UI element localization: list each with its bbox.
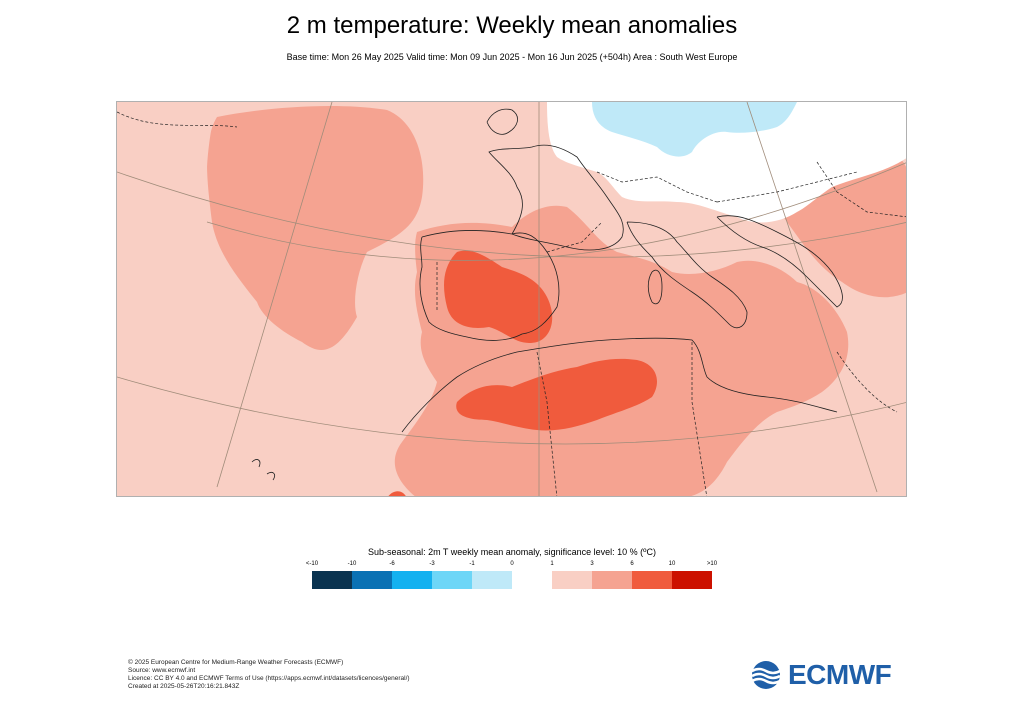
- ecmwf-logo-text: ECMWF: [788, 659, 892, 690]
- legend-label: >10: [706, 561, 718, 567]
- legend-label: <-10: [305, 561, 319, 567]
- legend-color-swatch: [672, 571, 712, 589]
- legend-label: 6: [630, 561, 634, 567]
- legend-color-bar: [312, 571, 712, 589]
- legend-color-swatch: [312, 571, 352, 589]
- footer-credits: © 2025 European Centre for Medium-Range …: [128, 659, 410, 691]
- ecmwf-logo-icon: [751, 661, 781, 689]
- light-region-atlantic-west: [117, 102, 286, 496]
- map-subtitle: Base time: Mon 26 May 2025 Valid time: M…: [286, 52, 738, 62]
- legend-color-swatch: [632, 571, 672, 589]
- legend-color-swatch: [392, 571, 432, 589]
- country-borders: [117, 111, 906, 496]
- legend-color-swatch: [472, 571, 512, 589]
- warm-region-atlantic: [207, 106, 424, 350]
- legend-color-swatch: [352, 571, 392, 589]
- legend-tick-labels: <-10 -10 -6 -3 -1 0 1 3 6 10 >10: [306, 561, 717, 571]
- legend-title: Sub-seasonal: 2m T weekly mean anomaly, …: [368, 547, 656, 557]
- coastlines: [251, 108, 843, 481]
- legend-color-swatch: [512, 571, 552, 589]
- legend-label: 0: [510, 561, 514, 567]
- legend-label: 3: [590, 561, 594, 567]
- footer-created: Created at 2025-05-26T20:16:21.843Z: [128, 683, 240, 690]
- hot-region-canary: [388, 491, 406, 496]
- legend-label: -1: [469, 561, 475, 567]
- legend-label: -3: [429, 561, 435, 567]
- legend-label: 10: [668, 561, 676, 567]
- hot-region-iberia: [444, 250, 553, 344]
- cool-region-central-europe: [592, 102, 797, 157]
- ecmwf-logo: ECMWF: [748, 659, 892, 690]
- anomaly-map: [116, 101, 907, 497]
- legend-color-swatch: [592, 571, 632, 589]
- graticule: [117, 102, 906, 496]
- legend-color-swatch: [552, 571, 592, 589]
- legend-color-swatch: [432, 571, 472, 589]
- legend-label: -10: [347, 561, 357, 567]
- legend-label: -6: [389, 561, 395, 567]
- map-title: 2 m temperature: Weekly mean anomalies: [286, 12, 738, 39]
- legend-label: 1: [550, 561, 554, 567]
- footer-source: Source: www.ecmwf.int: [128, 667, 196, 674]
- footer-copyright: © 2025 European Centre for Medium-Range …: [128, 659, 344, 666]
- hot-region-north-africa: [456, 358, 657, 431]
- footer-licence: Licence: CC BY 4.0 and ECMWF Terms of Us…: [128, 675, 410, 682]
